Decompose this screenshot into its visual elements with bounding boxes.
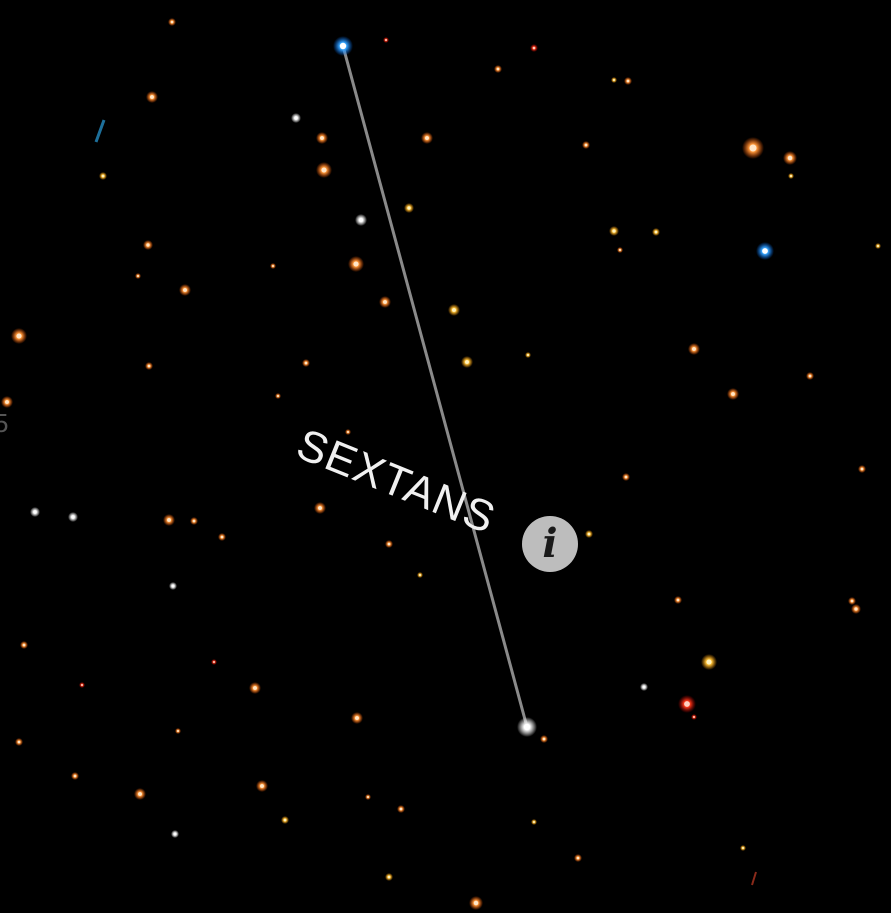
star-core [399,807,403,811]
star-core [532,46,536,50]
star-core [81,684,83,686]
star-core [387,875,391,879]
star-core [146,243,150,247]
star-core [33,510,37,514]
star-core [192,519,196,523]
star-core [452,308,456,312]
star-core [542,737,546,741]
star-core [73,774,77,778]
star-core [173,832,177,836]
edge-arc [751,871,757,886]
star-core [527,354,529,356]
star-core [253,686,257,690]
star-core [619,249,621,251]
star-core [277,395,279,397]
star-core [220,535,224,539]
star-core [17,740,21,744]
star-core [171,584,175,588]
star-core [147,364,151,368]
star-core [367,796,369,798]
constellation-line [341,45,529,728]
star-core [731,392,735,396]
star-core [790,175,792,177]
star-core [5,400,9,404]
star-core [654,230,658,234]
star-core [612,229,616,233]
star-core [260,784,264,788]
star-core [465,360,469,364]
star-core [407,206,411,210]
star-core [101,174,105,178]
star-core [576,856,580,860]
edge-label: 5 [0,408,9,438]
star-core [877,245,879,247]
star-core [339,42,347,50]
star-core [138,792,142,796]
star-core [71,515,75,519]
star-core [425,136,429,140]
star-core [706,659,712,665]
star-core [170,20,174,24]
star-core [213,661,215,663]
star-core [626,79,630,83]
star-core [587,532,591,536]
star-core [496,67,500,71]
star-core [283,818,287,822]
edge-arc [94,119,106,143]
star-core [473,900,479,906]
star-core [676,598,680,602]
star-core [294,116,298,120]
star-core [762,248,768,254]
star-core [355,716,359,720]
star-core [749,144,757,152]
star-core [137,275,139,277]
star-core [693,716,695,718]
star-core [183,288,187,292]
star-core [854,607,858,611]
star-core [860,467,864,471]
star-core [359,218,363,222]
star-core [642,685,646,689]
star-core [850,599,854,603]
star-core [624,475,628,479]
star-core [787,155,793,161]
star-core [808,374,812,378]
star-core [167,518,171,522]
star-core [742,847,744,849]
star-core [150,95,154,99]
star-core [684,701,690,707]
info-icon[interactable]: i [522,516,578,572]
star-core [523,723,531,731]
star-core [613,79,615,81]
star-core [692,347,696,351]
star-core [584,143,588,147]
star-core [383,300,387,304]
star-core [318,506,322,510]
star-core [321,167,327,173]
star-core [304,361,308,365]
star-core [177,730,179,732]
star-core [353,261,359,267]
star-core [272,265,274,267]
star-core [387,542,391,546]
star-core [419,574,421,576]
star-core [16,333,22,339]
star-core [320,136,324,140]
star-core [22,643,26,647]
star-core [385,39,387,41]
star-core [533,821,535,823]
star-core [347,431,349,433]
